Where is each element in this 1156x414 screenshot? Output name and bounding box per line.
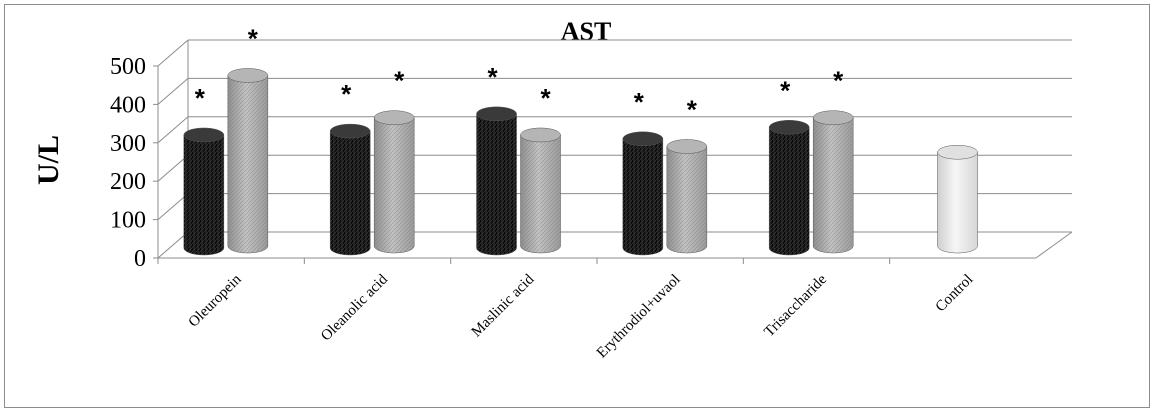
bar [768, 127, 810, 256]
y-axis-label: U/L [32, 135, 65, 185]
y-tick-label: 400 [110, 92, 146, 118]
significance-annotation: * [540, 83, 551, 113]
bar-top [183, 127, 225, 143]
gridline-diagonal [157, 154, 189, 182]
y-tick-label: 0 [134, 246, 146, 272]
bar-top [666, 139, 708, 154]
x-tick-label: Oleuropein [186, 271, 245, 330]
bar-top [520, 127, 561, 143]
x-tick-label: Erythrodiol+uvaol [594, 272, 684, 362]
chart-title: AST [561, 17, 612, 46]
significance-annotation: * [341, 79, 352, 109]
bar-top [768, 120, 810, 135]
bar [937, 151, 978, 254]
bar-top [373, 110, 415, 125]
y-tick-label: 100 [110, 208, 146, 234]
x-tick-label: Trisaccharide [761, 271, 830, 340]
bar [476, 113, 517, 256]
bar-top [227, 68, 269, 83]
gridline-diagonal [157, 78, 189, 105]
bar [183, 134, 225, 256]
bar [329, 130, 371, 256]
significance-annotation: * [248, 23, 259, 53]
y-tick-label: 200 [110, 169, 146, 195]
significance-annotation: * [394, 66, 405, 96]
significance-annotation: * [195, 83, 206, 113]
significance-annotation: * [634, 87, 645, 117]
gridline-diagonal [157, 231, 189, 259]
bar-texture [666, 146, 707, 254]
bar-texture [227, 75, 268, 254]
bar-top [937, 144, 978, 160]
bar-top [812, 110, 854, 125]
significance-annotation: * [687, 94, 698, 124]
y-tick-label: 300 [110, 131, 146, 157]
bar-top [476, 106, 517, 122]
y-tick-label: 500 [110, 54, 146, 80]
significance-annotation: * [780, 75, 791, 105]
bar-top [622, 131, 664, 147]
bar-texture [813, 117, 854, 254]
bar-top [329, 123, 371, 139]
significance-annotation: * [487, 62, 498, 92]
x-tick-label: Maslinic acid [469, 271, 538, 340]
gridline-diagonal [157, 116, 189, 144]
gridline-diagonal [157, 39, 189, 67]
gridline-diagonal [157, 193, 189, 220]
x-tick-label: Oleanolic acid [318, 271, 391, 344]
bar [622, 138, 664, 256]
significance-annotation: * [833, 66, 844, 96]
x-tick-label: Control [933, 272, 977, 316]
bar-texture [520, 134, 561, 254]
bar-texture [374, 117, 415, 254]
floor-edge [1035, 231, 1073, 259]
